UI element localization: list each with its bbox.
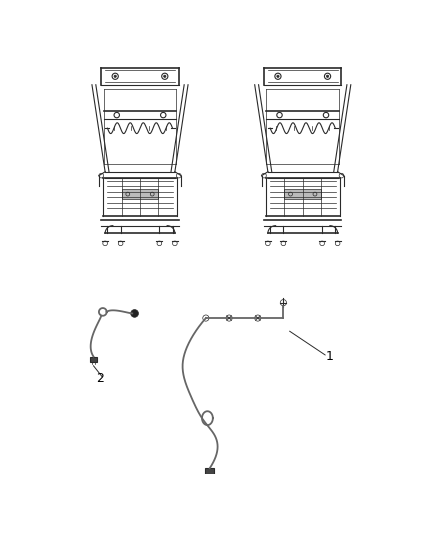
Circle shape (326, 75, 328, 77)
Bar (122, 189, 159, 199)
Text: 1: 1 (326, 350, 334, 363)
Bar (205, 468, 214, 474)
Bar (284, 189, 321, 199)
Text: 2: 2 (96, 372, 104, 385)
Circle shape (164, 75, 166, 77)
Circle shape (114, 75, 117, 77)
Circle shape (277, 75, 279, 77)
Bar (90, 357, 97, 362)
Circle shape (131, 310, 138, 317)
